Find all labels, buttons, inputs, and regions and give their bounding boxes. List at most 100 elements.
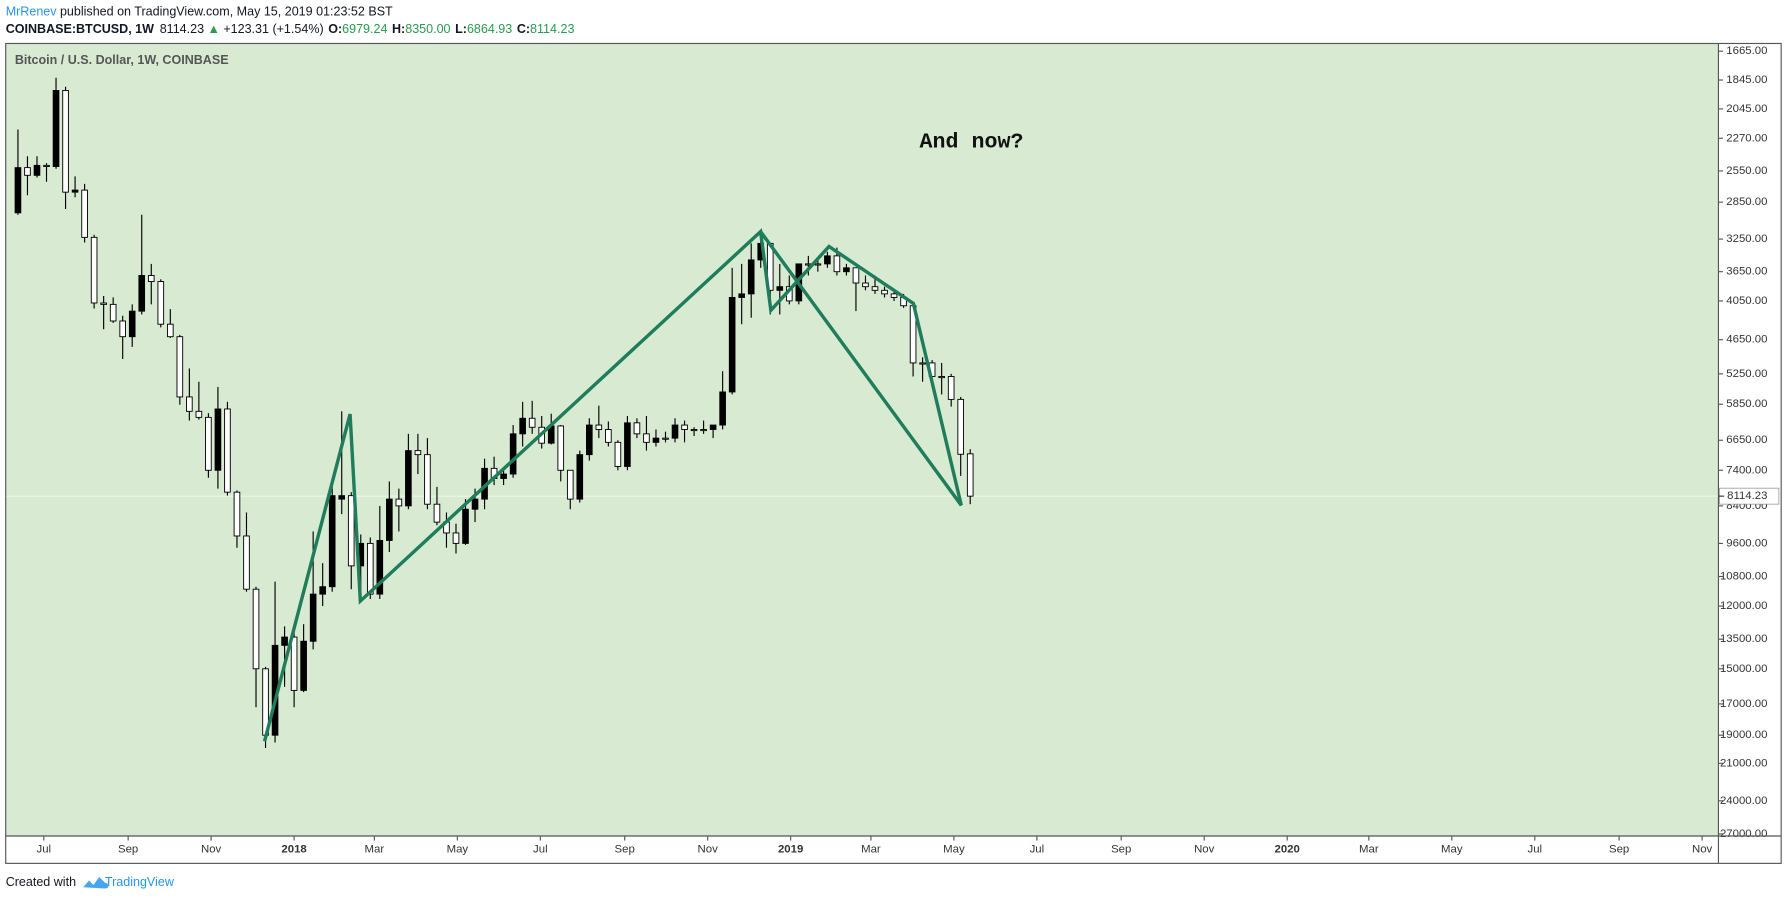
x-tick-label: Nov bbox=[1194, 844, 1215, 856]
candle-body bbox=[709, 424, 717, 430]
ohlc-value: 8114.23 bbox=[530, 22, 574, 36]
candle-body bbox=[224, 408, 231, 493]
candle-body bbox=[681, 424, 688, 430]
y-tick-label: 12000.00 bbox=[1720, 600, 1768, 612]
candle-body bbox=[138, 275, 146, 312]
y-tick-label: 19000.00 bbox=[1720, 729, 1768, 741]
frame bbox=[5, 42, 1782, 864]
candle-body bbox=[347, 495, 355, 567]
candle-body bbox=[738, 293, 745, 298]
x-tick-label: Jul bbox=[533, 844, 548, 856]
symbol: COINBASE:BTCUSD, 1W bbox=[6, 22, 154, 36]
candle-body bbox=[633, 422, 641, 435]
y-tick-label: 13500.00 bbox=[1720, 633, 1768, 645]
y-tick-label: 4650.00 bbox=[1726, 334, 1767, 346]
candle-body bbox=[328, 495, 336, 588]
x-tick-label: Sep bbox=[615, 844, 635, 856]
candle-body bbox=[690, 429, 698, 432]
candle-body bbox=[281, 636, 288, 646]
candle-body bbox=[471, 498, 479, 510]
y-tick-label: 17000.00 bbox=[1720, 698, 1768, 710]
candle-body bbox=[700, 429, 707, 432]
ohlc-value: 6864.93 bbox=[467, 22, 512, 36]
candle-body bbox=[586, 424, 593, 456]
candle-body bbox=[157, 281, 165, 325]
candle-body bbox=[624, 422, 631, 467]
x-tick-label: Sep bbox=[1111, 844, 1131, 856]
x-tick-label: Mar bbox=[861, 844, 881, 856]
chart-title: Bitcoin / U.S. Dollar, 1W, COINBASE bbox=[15, 53, 229, 67]
y-tick-label: 7400.00 bbox=[1726, 464, 1767, 476]
drawings bbox=[262, 228, 963, 742]
candle-body bbox=[100, 302, 107, 305]
y-tick-label: 3650.00 bbox=[1726, 266, 1767, 278]
price-axis bbox=[1718, 43, 1782, 864]
candle-body bbox=[424, 454, 431, 505]
candle-body bbox=[957, 398, 965, 455]
candle-body bbox=[528, 417, 536, 428]
y-tick-label: 5850.00 bbox=[1726, 398, 1767, 410]
candle-body bbox=[576, 454, 584, 500]
candle-body bbox=[119, 320, 127, 338]
annotation[interactable]: And now? bbox=[920, 129, 1024, 154]
brand[interactable]: TradingView bbox=[105, 875, 175, 889]
change-arrow: ▲ bbox=[207, 22, 219, 36]
candle-body bbox=[605, 429, 612, 443]
x-tick-label: Jul bbox=[37, 844, 52, 856]
y-tick-label: 4050.00 bbox=[1726, 295, 1767, 307]
created-with: Created with bbox=[6, 875, 76, 889]
candle-body bbox=[81, 189, 88, 238]
candle-body bbox=[519, 417, 526, 435]
candle-body bbox=[719, 391, 726, 426]
chart-pane[interactable] bbox=[5, 43, 1719, 836]
candle-body bbox=[386, 498, 393, 541]
candle-body bbox=[309, 593, 317, 642]
candle-body bbox=[614, 441, 622, 467]
brand-logo[interactable] bbox=[83, 877, 109, 889]
ohlc-value: 8350.00 bbox=[405, 22, 450, 36]
x-tick-label: Mar bbox=[1359, 844, 1379, 856]
candle-body bbox=[890, 293, 898, 298]
candle-body bbox=[376, 539, 384, 595]
time-axis bbox=[5, 835, 1719, 864]
x-tick-label: Nov bbox=[698, 844, 719, 856]
candle-body bbox=[728, 296, 736, 393]
last-price: 8114.23 bbox=[160, 22, 204, 36]
candle-body bbox=[824, 255, 831, 265]
x-tick-label: May bbox=[1441, 844, 1463, 856]
y-tick-label: 2550.00 bbox=[1726, 165, 1767, 177]
candle-body bbox=[24, 167, 31, 176]
candle-body bbox=[233, 491, 241, 537]
candle-body bbox=[338, 495, 346, 500]
candle-body bbox=[195, 410, 203, 418]
candle-body bbox=[776, 286, 784, 291]
candle-body bbox=[862, 282, 869, 288]
candle-body bbox=[290, 636, 298, 691]
pattern-drawing[interactable] bbox=[262, 228, 963, 742]
candle-body bbox=[671, 424, 679, 439]
candle-body bbox=[557, 425, 565, 471]
x-tick-label: 2019 bbox=[778, 844, 803, 856]
candles bbox=[14, 77, 974, 749]
publish-line: MrRenev published on TradingView.com, May… bbox=[6, 5, 393, 19]
x-tick-label: May bbox=[943, 844, 965, 856]
candle-body bbox=[643, 433, 650, 443]
x-tick-label: Nov bbox=[201, 844, 222, 856]
author[interactable]: MrRenev bbox=[6, 5, 58, 19]
y-tick-label: 1845.00 bbox=[1726, 74, 1767, 86]
candle-body bbox=[814, 263, 822, 266]
y-tick-label: 5250.00 bbox=[1726, 368, 1767, 380]
candle-body bbox=[919, 362, 926, 365]
axes: 1665.00 1845.00 2045.00 2270.00 2550.00 2850.… bbox=[37, 45, 1780, 856]
ohlc-label: C: bbox=[517, 22, 530, 36]
x-tick-label: Sep bbox=[1609, 844, 1629, 856]
x-tick-label: 2018 bbox=[281, 844, 306, 856]
y-tick-label: 21000.00 bbox=[1720, 757, 1768, 769]
candle-body bbox=[62, 90, 69, 193]
candle-body bbox=[852, 267, 860, 284]
y-tick-label: 24000.00 bbox=[1720, 795, 1768, 807]
x-tick-label: 2020 bbox=[1275, 844, 1300, 856]
candle-body bbox=[109, 303, 117, 322]
x-tick-label: May bbox=[447, 844, 469, 856]
